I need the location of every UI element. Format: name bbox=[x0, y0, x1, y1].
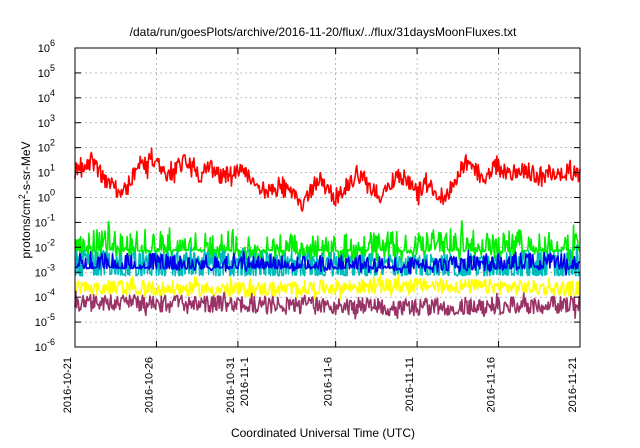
y-axis-ticks: 106 105 104 103 102 101 100 10-1 10-2 10-3 10-4 10-… bbox=[35, 38, 580, 354]
y-tick-label: 10-2 bbox=[35, 237, 55, 254]
y-tick-label: 10-5 bbox=[35, 312, 55, 329]
y-tick-label: 10-6 bbox=[35, 337, 55, 354]
series-line bbox=[74, 273, 581, 301]
series-line bbox=[74, 249, 581, 276]
x-tick-label: 2016-11-1 bbox=[239, 357, 251, 406]
x-tick-label: 2016-11-6 bbox=[323, 357, 335, 406]
x-axis-label: Coordinated Universal Time (UTC) bbox=[231, 426, 415, 440]
y-tick-label: 102 bbox=[38, 138, 55, 155]
x-tick-label: 2016-11-16 bbox=[486, 357, 498, 412]
series-lines bbox=[74, 147, 581, 320]
y-tick-label: 103 bbox=[38, 113, 55, 130]
series-line bbox=[74, 147, 581, 212]
x-tick-label: 2016-10-21 bbox=[62, 357, 74, 413]
x-tick-label: 2016-11-21 bbox=[567, 357, 579, 412]
chart-title: /data/run/goesPlots/archive/2016-11-20/f… bbox=[130, 25, 517, 39]
y-tick-label: 10-3 bbox=[35, 262, 55, 279]
y-tick-label: 104 bbox=[38, 88, 55, 105]
y-tick-label: 101 bbox=[38, 163, 55, 180]
x-tick-label: 2016-10-26 bbox=[143, 357, 155, 413]
y-tick-label: 10-4 bbox=[35, 287, 55, 304]
x-tick-label: 2016-11-11 bbox=[404, 357, 416, 412]
y-tick-label: 100 bbox=[38, 188, 55, 205]
x-tick-label: 2016-10-31 bbox=[225, 357, 237, 413]
y-tick-label: 106 bbox=[38, 38, 55, 55]
x-axis-ticks: 2016-10-21 2016-10-26 2016-10-31 2016-11-1 2… bbox=[62, 48, 581, 413]
series-line bbox=[74, 290, 581, 320]
series-line bbox=[74, 244, 581, 277]
y-tick-label: 10-1 bbox=[35, 212, 55, 229]
y-axis-label: protons/cm2-s-sr-MeV bbox=[17, 141, 33, 258]
series-line bbox=[74, 220, 581, 270]
y-tick-label: 105 bbox=[38, 63, 55, 80]
